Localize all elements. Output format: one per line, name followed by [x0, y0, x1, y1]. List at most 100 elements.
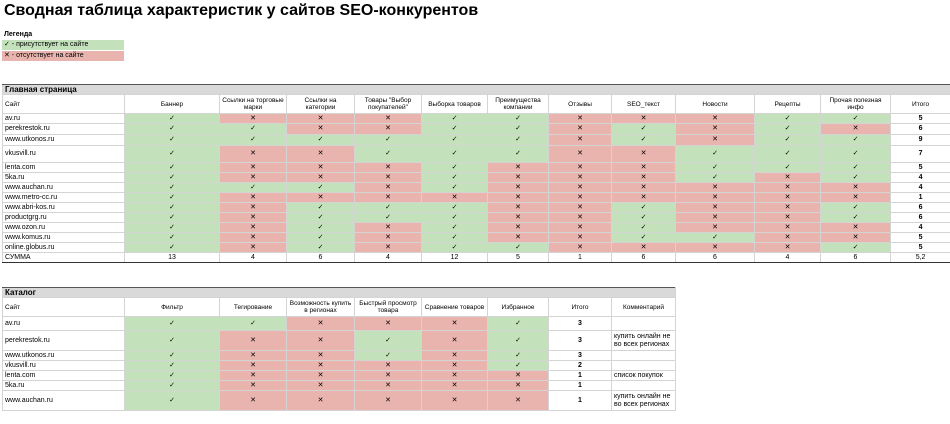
- feature-cell: ✓: [487, 330, 549, 351]
- feature-cell: ✓: [354, 350, 422, 361]
- data-row: vkusvill.ru ✓ ✕ ✕ ✕ ✕ ✓ 2: [2, 360, 676, 371]
- feature-cell: ✕: [487, 212, 549, 223]
- feature-cell: ✕: [487, 232, 549, 243]
- row-total: 4: [889, 172, 950, 183]
- feature-cell: ✓: [354, 212, 422, 223]
- data-row: www.abri-kos.ru ✓ ✕ ✓ ✓ ✓ ✕ ✕ ✓ ✕ ✕ ✓ 6: [2, 202, 950, 213]
- feature-cell: ✕: [219, 192, 287, 203]
- feature-cell: ✕: [421, 350, 488, 361]
- data-row: productgrg.ru ✓ ✕ ✓ ✓ ✓ ✕ ✕ ✓ ✕ ✕ ✓ 6: [2, 212, 950, 223]
- feature-cell: ✕: [487, 172, 549, 183]
- feature-cell: ✕: [820, 182, 891, 193]
- legend-item: ✓ - присутствует на сайте: [2, 40, 124, 51]
- comment: купить онлайн не во всех регионах: [611, 330, 676, 351]
- feature-cell: ✓: [487, 113, 549, 124]
- feature-cell: ✕: [354, 370, 422, 381]
- feature-cell: ✓: [354, 202, 422, 213]
- feature-cell: ✕: [487, 222, 549, 233]
- column-header: Товары "Выбор покупателей": [354, 94, 422, 114]
- feature-cell: ✕: [611, 242, 676, 253]
- data-row: www.utkonos.ru ✓ ✓ ✓ ✓ ✓ ✓ ✕ ✓ ✕ ✓ ✓ 9: [2, 134, 950, 146]
- feature-cell: ✕: [548, 182, 612, 193]
- feature-cell: ✓: [820, 242, 891, 253]
- feature-cell: ✕: [611, 172, 676, 183]
- feature-cell: ✕: [675, 222, 755, 233]
- column-header: Ссылки на категории: [286, 94, 355, 114]
- feature-cell: ✓: [219, 123, 287, 135]
- feature-cell: ✓: [421, 134, 488, 146]
- feature-cell: ✓: [611, 134, 676, 146]
- feature-cell: ✓: [219, 182, 287, 193]
- feature-cell: ✕: [754, 172, 821, 183]
- feature-cell: ✓: [675, 162, 755, 173]
- feature-cell: ✕: [754, 232, 821, 243]
- feature-cell: ✕: [219, 330, 287, 351]
- feature-cell: ✕: [286, 316, 355, 331]
- feature-cell: ✕: [219, 370, 287, 381]
- feature-cell: ✕: [487, 370, 549, 381]
- feature-cell: ✓: [611, 232, 676, 243]
- feature-cell: ✕: [487, 192, 549, 203]
- feature-cell: ✓: [611, 212, 676, 223]
- legend-item: ✕ - отсутствует на сайте: [2, 51, 124, 62]
- feature-cell: ✕: [754, 222, 821, 233]
- feature-cell: ✓: [421, 145, 488, 163]
- feature-cell: ✕: [421, 330, 488, 351]
- data-row: www.utkonos.ru ✓ ✕ ✕ ✓ ✕ ✓ 3: [2, 350, 676, 361]
- feature-cell: ✕: [820, 123, 891, 135]
- feature-cell: ✓: [124, 360, 220, 371]
- feature-cell: ✕: [487, 162, 549, 173]
- comment: [611, 350, 676, 361]
- feature-cell: ✕: [754, 192, 821, 203]
- sum-cell: 4: [754, 252, 821, 263]
- feature-cell: ✕: [354, 192, 422, 203]
- site-name: perekrestok.ru: [2, 330, 125, 351]
- feature-cell: ✓: [219, 134, 287, 146]
- row-total: 3: [548, 316, 612, 331]
- row-total: 3: [548, 350, 612, 361]
- site-name: www.abri-kos.ru: [2, 202, 125, 213]
- row-total: 4: [889, 182, 950, 193]
- sum-cell: 12: [421, 252, 488, 263]
- sum-cell: 1: [548, 252, 612, 263]
- feature-cell: ✓: [421, 123, 488, 135]
- sum-cell: 6: [820, 252, 891, 263]
- site-name: av.ru: [2, 316, 125, 331]
- row-total: 6: [889, 202, 950, 213]
- row-total: 5: [889, 162, 950, 173]
- feature-cell: ✕: [548, 172, 612, 183]
- feature-cell: ✓: [421, 182, 488, 193]
- feature-cell: ✕: [219, 232, 287, 243]
- feature-cell: ✕: [286, 370, 355, 381]
- feature-cell: ✕: [219, 222, 287, 233]
- feature-cell: ✕: [675, 123, 755, 135]
- feature-cell: ✕: [675, 113, 755, 124]
- feature-cell: ✓: [487, 316, 549, 331]
- feature-cell: ✕: [286, 123, 355, 135]
- feature-cell: ✕: [219, 390, 287, 411]
- row-total: 9: [889, 134, 950, 146]
- site-name: online.globus.ru: [2, 242, 125, 253]
- section-title: Главная страница: [1, 84, 950, 95]
- comment: [611, 380, 676, 391]
- sum-cell: 6: [286, 252, 355, 263]
- feature-cell: ✕: [548, 202, 612, 213]
- feature-cell: ✓: [286, 232, 355, 243]
- feature-cell: ✕: [286, 162, 355, 173]
- feature-cell: ✕: [219, 162, 287, 173]
- feature-cell: ✕: [286, 145, 355, 163]
- feature-cell: ✕: [611, 145, 676, 163]
- site-name: www.ozon.ru: [2, 222, 125, 233]
- feature-cell: ✕: [421, 192, 488, 203]
- feature-cell: ✕: [754, 202, 821, 213]
- feature-cell: ✓: [820, 113, 891, 124]
- feature-cell: ✕: [421, 390, 488, 411]
- feature-cell: ✕: [487, 182, 549, 193]
- column-header: Новости: [675, 94, 755, 114]
- feature-cell: ✕: [219, 113, 287, 124]
- site-name: www.metro-cc.ru: [2, 192, 125, 203]
- column-header: Преимущества компании: [487, 94, 549, 114]
- feature-cell: ✓: [124, 113, 220, 124]
- feature-cell: ✕: [421, 360, 488, 371]
